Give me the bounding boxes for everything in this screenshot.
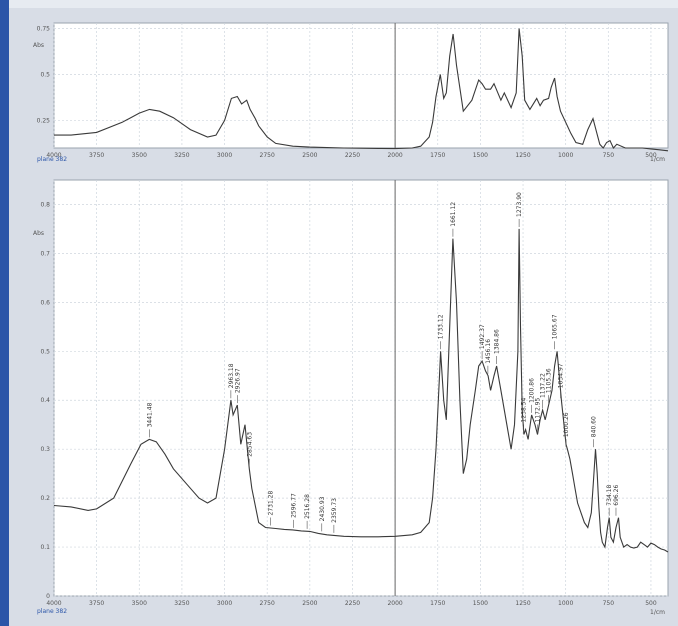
detail-x-tick-label: 1750 [430,600,445,607]
peak-label: 1384.86 [494,329,501,354]
overview-x-axis-unit: 1/cm [650,156,665,163]
overview-x-tick-label: 4000 [46,152,61,159]
detail-y-tick-label: 0 [46,593,50,600]
overview-spectrum-line [54,28,669,152]
detail-x-tick-label: 2750 [260,600,275,607]
peak-label: 2963.18 [228,363,235,388]
overview-plot-area [53,22,669,149]
peak-label: 1000.26 [563,412,570,437]
detail-spectrum-panel: 3441.48 2963.18 2926.97 2854.63 2731.28 2596.… [33,179,669,616]
detail-y-ticks: 0 0.1 0.2 0.3 0.4 0.5 0.6 0.7 0.8 [40,201,50,600]
top-border [0,0,678,8]
peak-label: 1733.12 [438,314,445,339]
overview-x-tick-label: 2250 [345,152,360,159]
detail-x-ticks: 4000 3750 3500 3250 3000 2750 2500 2250 2000 1750… [46,600,656,607]
detail-x-tick-label: 3250 [174,600,189,607]
detail-x-tick-label: 2250 [345,600,360,607]
detail-x-tick-label: 3750 [89,600,104,607]
overview-spectrum-panel: 0.25 0.5 0.75 4000 3750 3500 3250 3000 2750 2500… [33,22,669,163]
detail-sample-label: plane 382 [37,608,67,615]
detail-plot-area [53,179,669,597]
peak-label: 2430.93 [319,496,326,521]
peak-label: 1065.67 [552,314,559,339]
detail-y-axis-label: Abs [33,230,44,237]
peak-label: 1034.97 [558,363,565,388]
overview-x-tick-label: 2000 [387,152,402,159]
detail-y-tick-label: 0.5 [40,348,50,355]
detail-y-tick-label: 0.1 [40,544,50,551]
overview-x-tick-label: 3500 [132,152,147,159]
peak-label: 1238.54 [521,397,528,422]
peak-label: 2359.73 [331,498,338,523]
overview-y-ticks: 0.25 0.5 0.75 [37,26,51,125]
detail-x-tick-label: 1500 [473,600,488,607]
overview-x-tick-label: 3750 [89,152,104,159]
detail-spectrum-line [53,228,669,553]
detail-y-tick-label: 0.4 [40,397,50,404]
peak-label: 1492.37 [479,324,486,349]
peak-label: 2731.28 [268,490,275,515]
overview-x-tick-label: 3250 [174,152,189,159]
overview-x-tick-label: 2500 [302,152,317,159]
detail-grid [53,180,668,597]
peak-label: 2854.63 [246,432,253,457]
detail-y-tick-label: 0.6 [40,299,50,306]
peak-label: 1172.95 [535,397,542,422]
peak-label: 840.60 [590,416,597,437]
overview-x-tick-label: 1750 [430,152,445,159]
detail-y-tick-label: 0.2 [40,495,50,502]
detail-x-tick-label: 1250 [515,600,530,607]
overview-x-tick-label: 500 [645,152,657,159]
detail-y-tick-label: 0.8 [40,201,50,208]
peak-label: 696.26 [613,485,620,506]
detail-x-axis-unit: 1/cm [650,609,665,616]
peak-annotations: 3441.48 2963.18 2926.97 2854.63 2731.28 2596.… [146,192,620,533]
detail-x-tick-label: 500 [645,600,657,607]
detail-x-tick-label: 2000 [387,600,402,607]
overview-x-tick-label: 750 [603,152,615,159]
detail-x-tick-label: 3500 [132,600,147,607]
peak-label: 2596.77 [290,493,297,518]
overview-x-tick-label: 3000 [217,152,232,159]
peak-label: 2516.28 [304,494,311,519]
left-border [0,0,9,626]
overview-x-tick-label: 1500 [473,152,488,159]
peak-label: 1273.90 [516,192,523,217]
detail-x-tick-label: 1000 [558,600,573,607]
peak-label: 1456.16 [485,339,492,364]
overview-x-tick-label: 2750 [260,152,275,159]
overview-y-axis-label: Abs [33,42,44,49]
peak-label: 1661.12 [450,202,457,227]
overview-y-tick-label: 0.75 [37,26,51,33]
detail-y-tick-label: 0.3 [40,446,50,453]
overview-x-ticks: 4000 3750 3500 3250 3000 2750 2500 2250 2000 1750… [46,152,656,159]
detail-x-tick-label: 2500 [302,600,317,607]
peak-label: 734.18 [606,485,613,506]
peak-label: 1137.22 [540,373,547,398]
peak-label: 1105.36 [546,368,553,393]
detail-x-tick-label: 3000 [217,600,232,607]
overview-x-tick-label: 1000 [558,152,573,159]
overview-sample-label: plane 382 [37,156,67,163]
overview-y-tick-label: 0.25 [37,117,51,124]
detail-y-tick-label: 0.7 [40,250,50,257]
peak-label: 1200.86 [529,378,536,403]
overview-x-tick-label: 1250 [515,152,530,159]
detail-x-tick-label: 4000 [46,600,61,607]
peak-label: 2926.97 [234,368,241,393]
overview-y-tick-label: 0.5 [40,71,50,78]
detail-x-tick-label: 750 [603,600,615,607]
peak-label: 3441.48 [146,402,153,427]
